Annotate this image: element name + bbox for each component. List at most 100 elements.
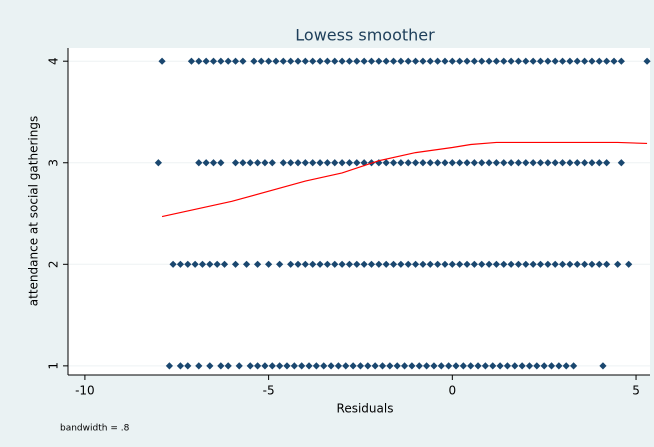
point — [492, 159, 501, 167]
point — [445, 362, 453, 370]
point — [268, 362, 276, 370]
point — [573, 159, 581, 167]
point — [485, 260, 493, 268]
point — [209, 159, 218, 167]
point — [371, 362, 379, 370]
point — [290, 362, 298, 370]
point — [301, 260, 309, 268]
point — [287, 260, 295, 268]
point — [342, 362, 350, 370]
point — [309, 260, 317, 268]
point — [536, 260, 545, 268]
point — [522, 57, 530, 65]
point — [353, 57, 361, 65]
point — [529, 57, 537, 65]
point — [503, 362, 512, 370]
point — [551, 57, 559, 65]
point — [217, 159, 225, 167]
point — [441, 57, 449, 65]
point — [220, 260, 229, 268]
point — [411, 260, 420, 268]
point — [555, 362, 563, 370]
point — [617, 159, 625, 167]
point — [191, 260, 199, 268]
point — [309, 57, 317, 65]
y-axis-label: attendance at social gatherings — [27, 116, 41, 306]
point — [500, 159, 508, 167]
point — [253, 159, 262, 167]
point — [610, 57, 618, 65]
point — [426, 57, 434, 65]
point — [551, 260, 559, 268]
point — [448, 260, 456, 268]
point — [588, 260, 596, 268]
point — [253, 362, 262, 370]
point — [459, 362, 467, 370]
point — [268, 159, 276, 167]
point — [507, 57, 515, 65]
point — [595, 159, 603, 167]
point — [231, 260, 240, 268]
scatter-series — [165, 362, 607, 370]
point — [367, 57, 376, 65]
point — [301, 159, 309, 167]
point — [474, 362, 482, 370]
point — [536, 57, 545, 65]
point — [566, 57, 574, 65]
point — [345, 260, 354, 268]
point — [481, 362, 489, 370]
point — [287, 57, 295, 65]
point — [195, 57, 203, 65]
point — [489, 362, 497, 370]
point — [599, 362, 607, 370]
point — [276, 362, 284, 370]
point — [617, 57, 625, 65]
point — [165, 362, 174, 370]
point — [456, 159, 464, 167]
point — [536, 159, 545, 167]
x-tick-label: 5 — [632, 384, 640, 398]
point — [279, 57, 287, 65]
point — [246, 362, 254, 370]
point — [239, 159, 247, 167]
point — [419, 260, 427, 268]
point — [507, 260, 515, 268]
point — [529, 260, 537, 268]
x-tick-label: -10 — [75, 384, 95, 398]
point — [323, 57, 332, 65]
point — [426, 159, 434, 167]
point — [408, 362, 416, 370]
point — [320, 362, 328, 370]
point — [253, 260, 262, 268]
point — [242, 260, 251, 268]
point — [224, 362, 232, 370]
point — [198, 260, 207, 268]
point — [316, 57, 324, 65]
point — [544, 57, 552, 65]
point — [250, 57, 258, 65]
point — [375, 57, 383, 65]
point — [338, 260, 346, 268]
point — [588, 159, 596, 167]
point — [551, 159, 559, 167]
point — [294, 260, 302, 268]
point — [558, 260, 567, 268]
point — [375, 260, 383, 268]
point — [360, 57, 368, 65]
point — [235, 362, 243, 370]
point — [507, 159, 515, 167]
point — [382, 159, 390, 167]
point — [441, 260, 449, 268]
point — [397, 159, 405, 167]
point — [261, 362, 269, 370]
point — [169, 260, 177, 268]
point — [397, 57, 405, 65]
point — [187, 57, 196, 65]
point — [345, 159, 354, 167]
point — [566, 260, 574, 268]
point — [378, 362, 387, 370]
point — [467, 362, 475, 370]
point — [580, 57, 589, 65]
point — [209, 57, 218, 65]
